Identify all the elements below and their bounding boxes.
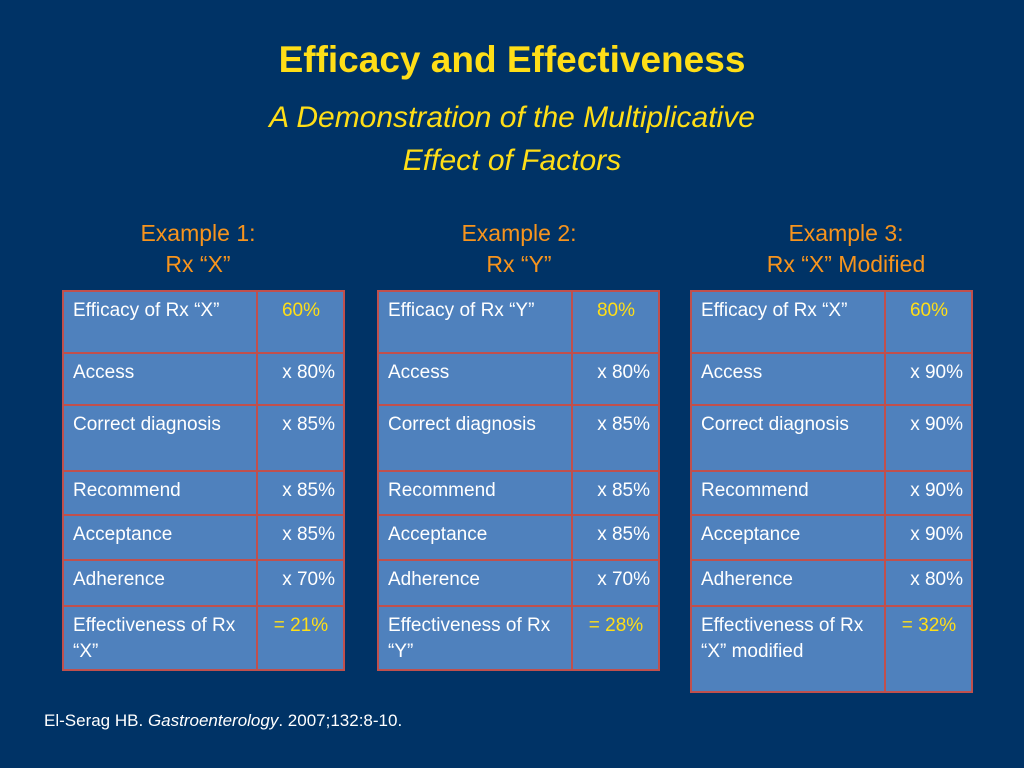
table-row: Access x 90% <box>690 352 973 406</box>
row-value: x 70% <box>256 559 345 607</box>
row-value: x 85% <box>256 404 345 472</box>
table-row: Effectiveness of Rx “X” = 21% <box>62 605 345 671</box>
row-label: Acceptance <box>377 514 573 561</box>
row-label: Adherence <box>62 559 258 607</box>
row-value: x 85% <box>256 470 345 516</box>
row-value: x 85% <box>571 514 660 561</box>
row-label: Effectiveness of Rx “X” <box>62 605 258 671</box>
row-label: Recommend <box>377 470 573 516</box>
slide-subtitle: A Demonstration of the Multiplicative Ef… <box>0 96 1024 182</box>
row-label: Adherence <box>377 559 573 607</box>
table-row: Efficacy of Rx “Y” 80% <box>377 290 660 354</box>
example-2-heading: Example 2: Rx “Y” <box>369 218 669 280</box>
table-row: Correct diagnosis x 85% <box>377 404 660 472</box>
table-row: Correct diagnosis x 90% <box>690 404 973 472</box>
citation-authors: El-Serag HB. <box>44 711 148 730</box>
row-label: Acceptance <box>62 514 258 561</box>
row-value: = 21% <box>256 605 345 671</box>
row-value: x 90% <box>884 514 973 561</box>
row-value: 80% <box>571 290 660 354</box>
table-row: Effectiveness of Rx “X” modified = 32% <box>690 605 973 693</box>
row-label: Adherence <box>690 559 886 607</box>
row-label: Efficacy of Rx “Y” <box>377 290 573 354</box>
row-value: x 80% <box>884 559 973 607</box>
example-2-heading-line-1: Example 2: <box>461 220 577 246</box>
example-1-table: Efficacy of Rx “X” 60% Access x 80% Corr… <box>62 290 345 671</box>
row-label: Correct diagnosis <box>377 404 573 472</box>
table-row: Correct diagnosis x 85% <box>62 404 345 472</box>
row-value: = 32% <box>884 605 973 693</box>
example-3-heading-line-1: Example 3: <box>788 220 904 246</box>
row-value: x 70% <box>571 559 660 607</box>
citation-details: . 2007;132:8-10. <box>278 711 403 730</box>
row-label: Correct diagnosis <box>62 404 258 472</box>
table-row: Access x 80% <box>62 352 345 406</box>
example-2-heading-line-2: Rx “Y” <box>486 251 552 277</box>
slide-title: Efficacy and Effectiveness <box>278 39 746 80</box>
row-value: 60% <box>884 290 973 354</box>
row-label: Access <box>62 352 258 406</box>
row-value: x 90% <box>884 470 973 516</box>
row-label: Acceptance <box>690 514 886 561</box>
row-value: x 85% <box>256 514 345 561</box>
table-row: Recommend x 85% <box>62 470 345 516</box>
row-label: Access <box>377 352 573 406</box>
table-row: Acceptance x 85% <box>377 514 660 561</box>
table-row: Efficacy of Rx “X” 60% <box>62 290 345 354</box>
row-value: x 80% <box>571 352 660 406</box>
row-label: Efficacy of Rx “X” <box>62 290 258 354</box>
table-row: Recommend x 90% <box>690 470 973 516</box>
subtitle-line-1: A Demonstration of the Multiplicative <box>269 101 755 134</box>
example-3-heading-line-2: Rx “X” Modified <box>766 251 926 277</box>
row-value: x 90% <box>884 352 973 406</box>
row-label: Correct diagnosis <box>690 404 886 472</box>
table-row: Acceptance x 90% <box>690 514 973 561</box>
row-value: 60% <box>256 290 345 354</box>
row-value: x 80% <box>256 352 345 406</box>
row-value: x 85% <box>571 404 660 472</box>
table-row: Efficacy of Rx “X” 60% <box>690 290 973 354</box>
table-row: Adherence x 80% <box>690 559 973 607</box>
table-row: Adherence x 70% <box>377 559 660 607</box>
table-row: Effectiveness of Rx “Y” = 28% <box>377 605 660 671</box>
row-value: x 85% <box>571 470 660 516</box>
citation-journal: Gastroenterology <box>147 711 279 730</box>
example-3-heading: Example 3: Rx “X” Modified <box>696 218 996 280</box>
table-row: Recommend x 85% <box>377 470 660 516</box>
table-row: Adherence x 70% <box>62 559 345 607</box>
example-3-table: Efficacy of Rx “X” 60% Access x 90% Corr… <box>690 290 973 693</box>
example-1-heading-line-2: Rx “X” <box>165 251 231 277</box>
row-value: = 28% <box>571 605 660 671</box>
citation: El-Serag HB. Gastroenterology. 2007;132:… <box>44 710 402 732</box>
example-1-heading: Example 1: Rx “X” <box>48 218 348 280</box>
row-label: Recommend <box>62 470 258 516</box>
example-1-heading-line-1: Example 1: <box>140 220 256 246</box>
row-label: Efficacy of Rx “X” <box>690 290 886 354</box>
table-row: Access x 80% <box>377 352 660 406</box>
example-2-table: Efficacy of Rx “Y” 80% Access x 80% Corr… <box>377 290 660 671</box>
row-label: Effectiveness of Rx “Y” <box>377 605 573 671</box>
subtitle-line-2: Effect of Factors <box>402 144 622 177</box>
row-label: Access <box>690 352 886 406</box>
row-value: x 90% <box>884 404 973 472</box>
table-row: Acceptance x 85% <box>62 514 345 561</box>
row-label: Effectiveness of Rx “X” modified <box>690 605 886 693</box>
row-label: Recommend <box>690 470 886 516</box>
